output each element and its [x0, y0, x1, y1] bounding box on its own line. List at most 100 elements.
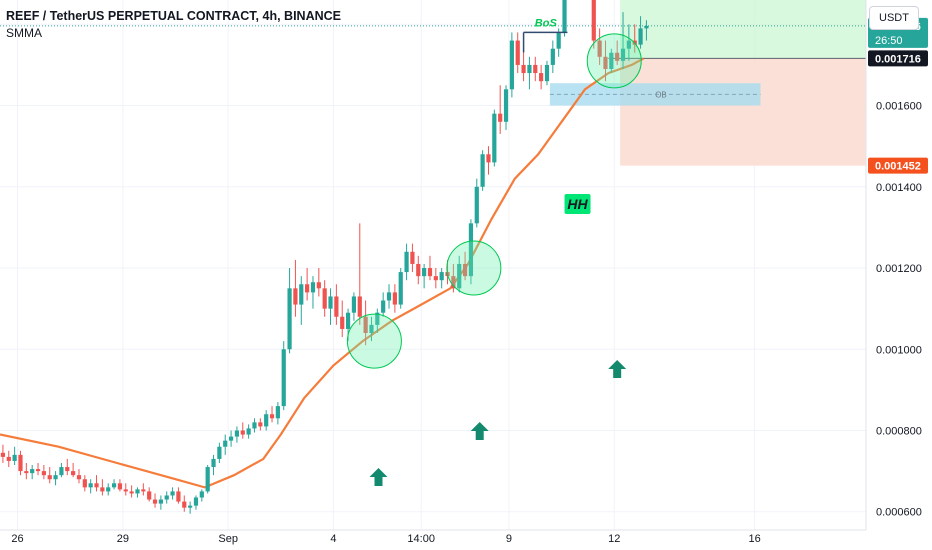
candle-body: [234, 430, 240, 437]
candle-body: [480, 154, 485, 187]
candle-body: [492, 113, 497, 163]
candle-body: [381, 300, 386, 313]
candle-body: [111, 483, 117, 488]
candle-body: [164, 495, 169, 500]
indicator-label[interactable]: SMMA: [6, 26, 42, 40]
highlight-circle: [346, 313, 402, 369]
candle-body: [609, 52, 614, 69]
candle-body: [603, 56, 608, 69]
candle-body: [193, 497, 199, 506]
candle-body: [345, 312, 351, 329]
candle-body: [59, 467, 64, 476]
candle-body: [562, 0, 567, 33]
candles-layer: [0, 0, 649, 514]
candle-body: [521, 64, 526, 74]
candle-body: [205, 467, 210, 492]
candle-body: [129, 491, 134, 494]
candle-body: [281, 349, 286, 407]
candle-body: [410, 251, 415, 264]
hh-badge: [564, 194, 591, 214]
candle-body: [24, 471, 29, 474]
entry-price-badge-bg: [868, 50, 928, 67]
candle-body: [638, 28, 643, 45]
candle-body: [88, 483, 93, 488]
highlight-circle: [446, 240, 502, 296]
currency-button[interactable]: USDT: [869, 6, 919, 30]
up-arrow-icon: [608, 360, 627, 378]
candle-body: [65, 467, 70, 472]
candle-body: [269, 414, 275, 419]
candle-body: [550, 48, 555, 65]
time-tick-label: Sep: [218, 533, 238, 545]
candle-body: [533, 64, 538, 74]
candle-body: [35, 469, 41, 472]
bos-label: BoS: [535, 17, 558, 29]
candle-body: [357, 296, 362, 317]
candle-body: [486, 154, 491, 163]
candle-body: [316, 282, 321, 289]
price-axis-bg: [866, 0, 932, 550]
time-tick-label: 9: [506, 533, 512, 545]
up-arrow-icon: [369, 468, 388, 486]
highlight-circle: [586, 33, 642, 89]
candle-body: [106, 487, 111, 492]
time-tick-label: 26: [11, 533, 23, 545]
price-tick-label: 0.001000: [876, 344, 922, 356]
candle-body: [597, 40, 602, 57]
candle-body: [322, 288, 327, 309]
hh-label: HH: [567, 196, 588, 212]
candle-body: [6, 456, 11, 461]
candle-body: [626, 40, 631, 49]
stop-zone: [620, 58, 866, 166]
candle-body: [398, 272, 403, 305]
candle-body: [158, 499, 163, 504]
annotations-layer: BoS HH OB: [346, 17, 667, 486]
smma-line: [0, 57, 645, 489]
candle-body: [287, 288, 292, 350]
candle-body: [258, 422, 263, 427]
candle-body: [305, 284, 310, 293]
time-tick-label: 4: [330, 533, 336, 545]
candle-body: [76, 475, 82, 480]
time-tick-label: 16: [749, 533, 761, 545]
candle-body: [100, 487, 105, 492]
candle-body: [12, 454, 17, 461]
candle-body: [240, 430, 245, 435]
candle-body: [509, 40, 514, 90]
candle-body: [141, 489, 146, 492]
candle-body: [556, 32, 561, 49]
candle-body: [498, 113, 503, 122]
candle-body: [217, 446, 222, 459]
candle-body: [433, 276, 438, 281]
candle-body: [299, 284, 304, 305]
candle-body: [252, 422, 257, 429]
candle-body: [310, 282, 316, 293]
candle-body: [246, 428, 251, 435]
candle-body: [228, 436, 234, 441]
candle-body: [503, 89, 509, 122]
last-price-badge-countdown: 26:50: [875, 35, 903, 47]
candle-body: [363, 316, 368, 334]
candle-body: [293, 288, 298, 305]
price-tick-label: 0.000600: [876, 507, 922, 519]
chart-grid: [0, 0, 866, 530]
target-zone: [620, 0, 866, 59]
candle-body: [334, 296, 339, 317]
candle-body: [404, 251, 409, 273]
candle-body: [457, 263, 462, 289]
candle-body: [71, 471, 76, 476]
candle-body: [422, 268, 427, 277]
candle-body: [539, 73, 544, 82]
candle-body: [18, 454, 23, 472]
candle-body: [94, 483, 99, 488]
candle-body: [30, 469, 35, 474]
candle-body: [451, 276, 456, 289]
stop-price-badge-text: 0.001452: [875, 161, 921, 173]
candle-body: [439, 272, 444, 281]
candle-body: [591, 0, 596, 41]
candle-body: [47, 475, 52, 480]
candle-body: [41, 471, 46, 476]
candle-body: [182, 501, 187, 508]
time-tick-label: 12: [608, 533, 620, 545]
